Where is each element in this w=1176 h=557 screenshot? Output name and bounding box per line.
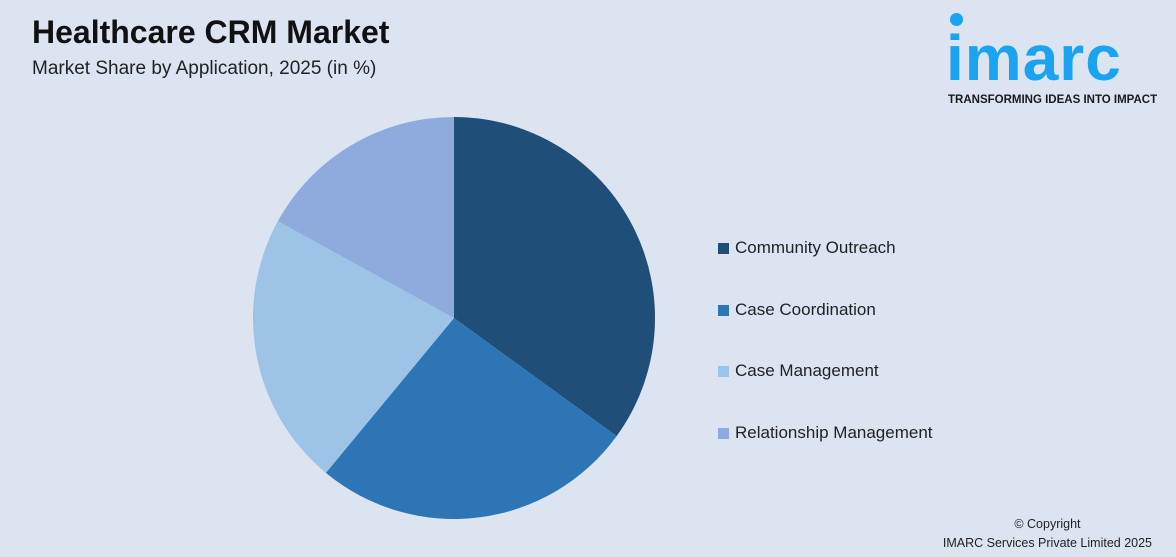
legend-label: Case Coordination — [735, 299, 876, 319]
pie-slice-case-coordination — [325, 318, 617, 519]
logo-word: imarc — [946, 22, 1122, 94]
copyright-company: IMARC Services Private Limited 2025 — [942, 536, 1152, 550]
legend-label: Case Management — [735, 361, 879, 380]
copyright: © Copyright IMARC Services Private Limit… — [943, 515, 1152, 553]
logo-tagline: TRANSFORMING IDEAS INTO IMPACT — [948, 94, 1158, 106]
legend-swatch — [718, 427, 729, 439]
chart-title: Healthcare CRM Market — [32, 14, 390, 50]
legend-item: Case Management — [718, 361, 933, 423]
legend-label: Relationship Management — [735, 422, 933, 442]
legend-item: Relationship Management — [718, 423, 933, 485]
pie-slice-relationship-management — [277, 117, 454, 318]
pie-slice-case-management — [253, 221, 454, 473]
imarc-logo: imarc TRANSFORMING IDEAS INTO IMPACT — [946, 10, 1172, 110]
logo-dot — [950, 13, 963, 26]
legend: Community Outreach Case Coordination Case … — [718, 238, 933, 484]
copyright-label: © Copyright — [1014, 517, 1081, 531]
legend-item: Community Outreach — [718, 238, 933, 300]
legend-swatch — [718, 243, 729, 254]
pie-slice-community-outreach — [454, 117, 656, 437]
chart-subtitle: Market Share by Application, 2025 (in %) — [32, 58, 377, 79]
legend-swatch — [718, 366, 729, 377]
legend-label: Community Outreach — [735, 238, 896, 257]
legend-swatch — [718, 304, 729, 316]
legend-item: Case Coordination — [718, 300, 933, 362]
